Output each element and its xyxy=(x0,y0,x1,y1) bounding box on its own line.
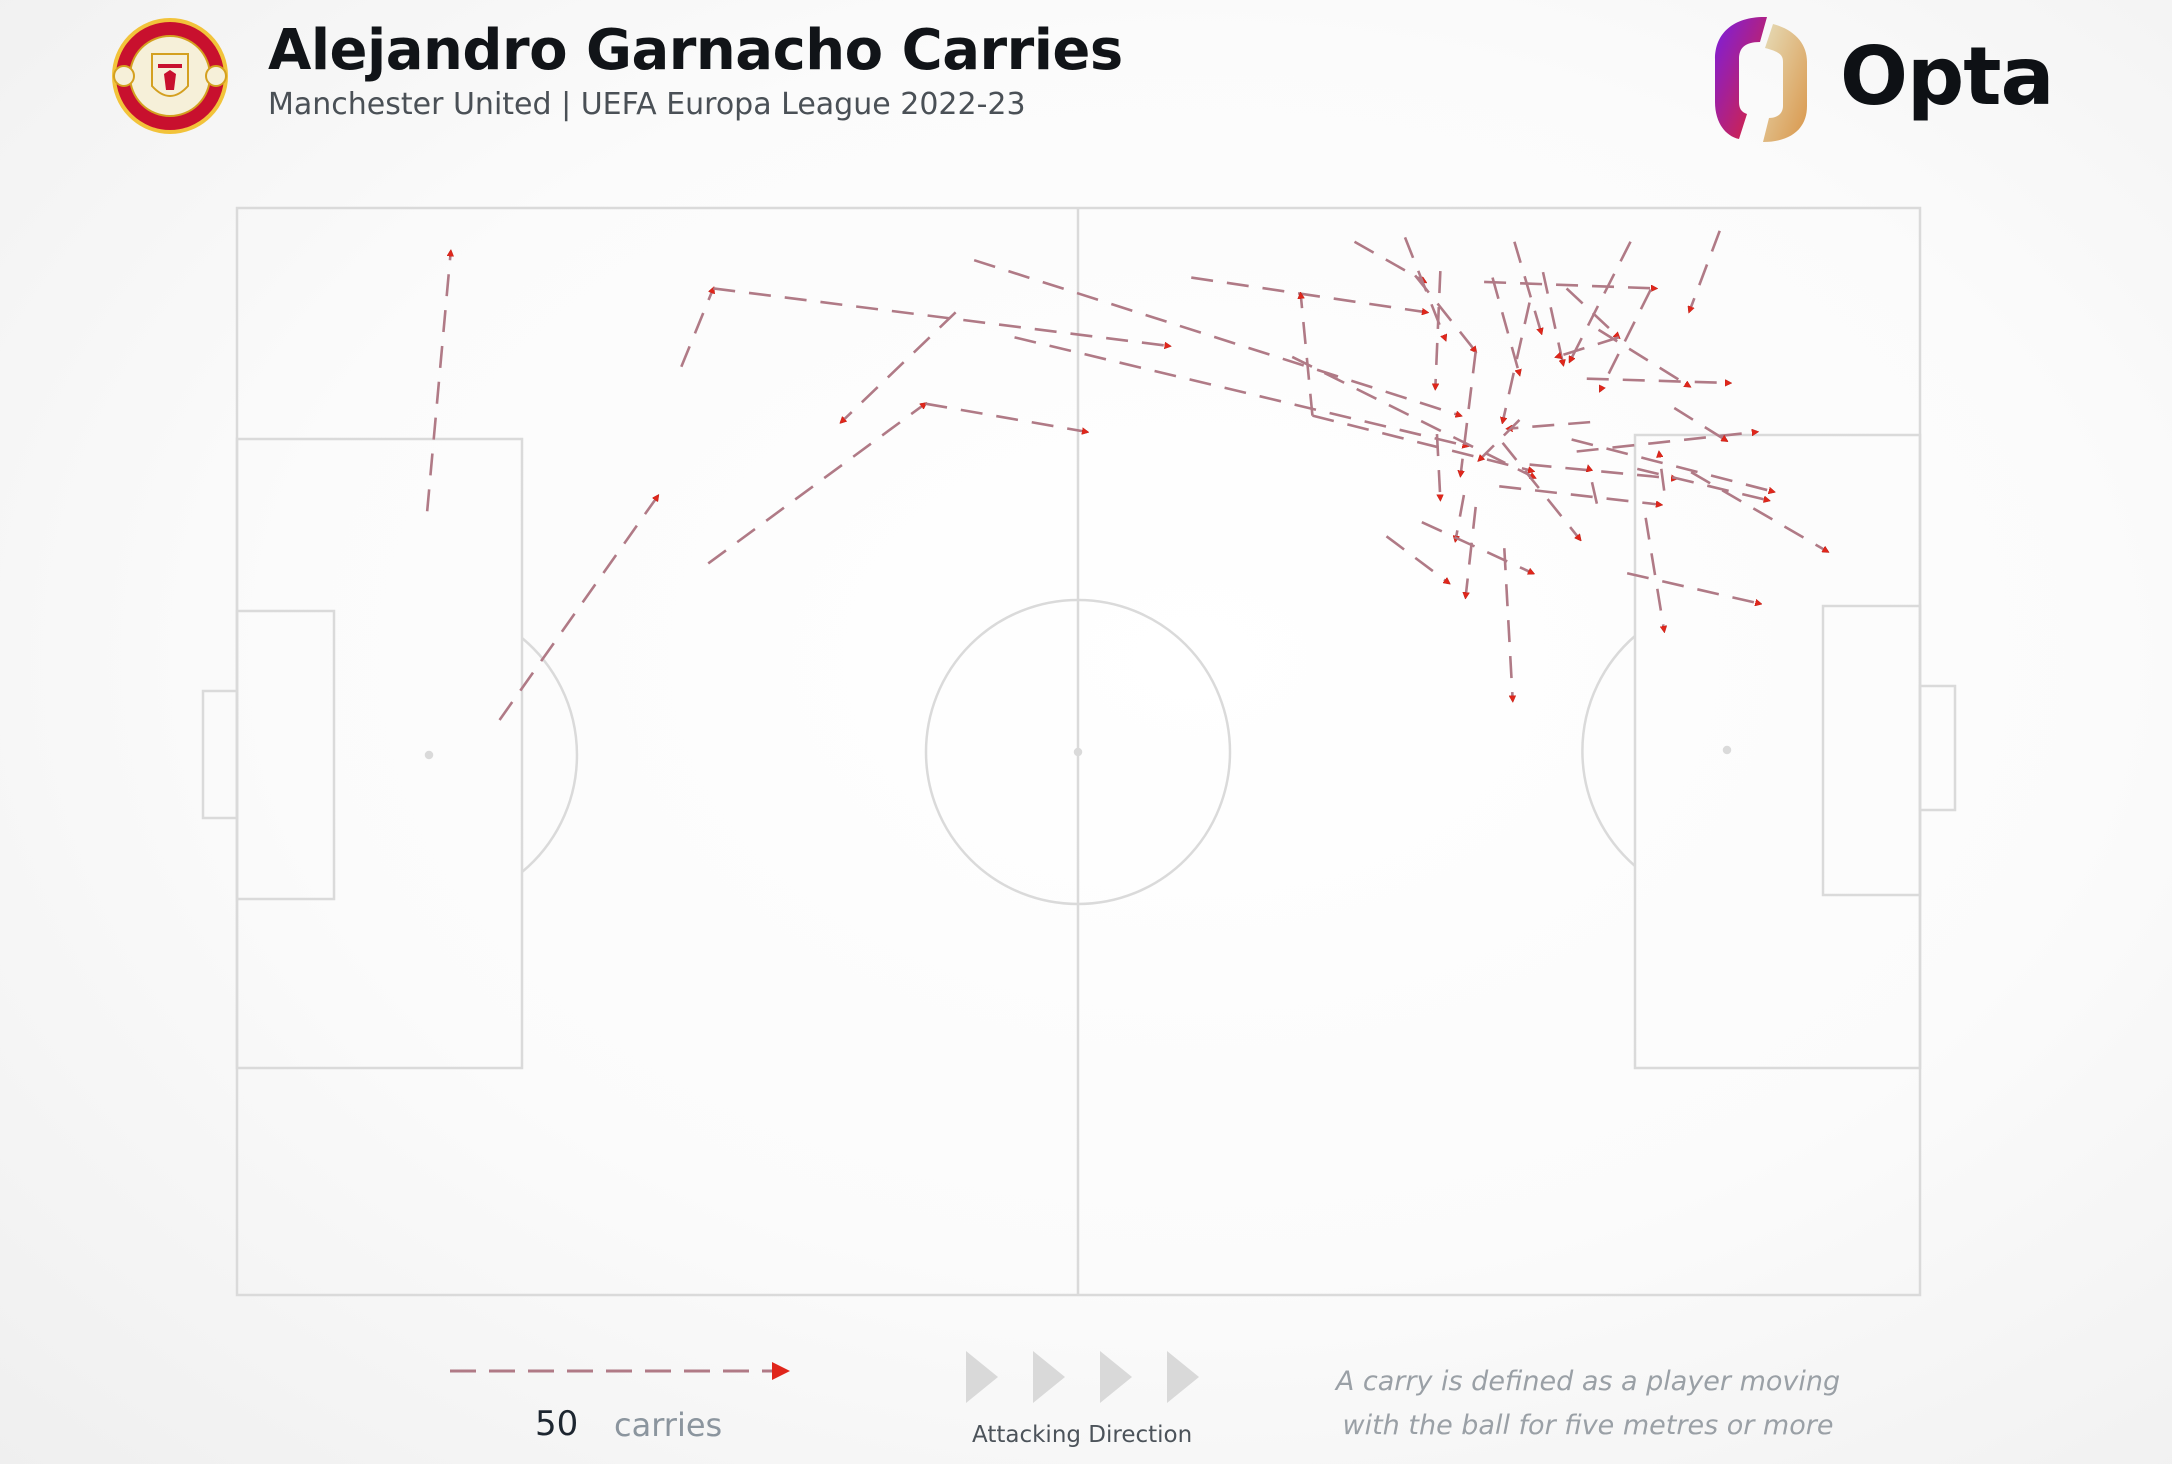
chart-subtitle: Manchester United | UEFA Europa League 2… xyxy=(268,87,1026,122)
center-circle xyxy=(924,598,1232,906)
carry-arrow xyxy=(1491,277,1520,375)
carry-arrow xyxy=(713,287,1169,346)
carry-arrow xyxy=(1529,463,1676,479)
carry-arrow xyxy=(1435,270,1442,388)
chart-title: Alejandro Garnacho Carries xyxy=(268,18,1123,83)
carry-arrow xyxy=(1513,241,1541,333)
opta-logo: Opta xyxy=(1705,14,2054,144)
carry-arrow xyxy=(1191,276,1427,313)
carry-arrow xyxy=(1565,287,1619,337)
carries-layer xyxy=(425,230,1827,721)
carry-arrow xyxy=(1484,280,1656,289)
carry-arrow xyxy=(1014,336,1468,446)
carry-arrow xyxy=(1414,274,1476,351)
carry-arrow xyxy=(680,288,713,368)
carry-arrow xyxy=(1499,484,1661,504)
center-spot xyxy=(1073,747,1083,757)
right-penalty-spot xyxy=(1722,745,1732,755)
carry-arrow xyxy=(1455,494,1466,541)
carry-arrow xyxy=(1312,414,1532,471)
carry-arrow xyxy=(1385,535,1448,583)
left-goal xyxy=(201,689,239,820)
carry-arrow xyxy=(1353,240,1426,282)
carry-arrow xyxy=(1479,419,1521,460)
carry-arrow xyxy=(1597,328,1690,387)
opta-mark-icon xyxy=(1715,16,1807,142)
carry-arrow xyxy=(841,311,957,422)
left-penalty-area xyxy=(235,437,524,1070)
carry-arrow xyxy=(1586,377,1730,383)
carry-arrow xyxy=(1508,420,1591,429)
carry-definition-note: A carry is defined as a player moving wi… xyxy=(1318,1360,1858,1448)
carry-arrow xyxy=(973,258,1460,415)
pitch-lines xyxy=(201,206,1957,1297)
title-block: Alejandro Garnacho Carries Manchester Un… xyxy=(268,16,1123,124)
carry-arrow xyxy=(1501,441,1580,540)
legend-carry-arrow-icon xyxy=(450,1362,790,1380)
right-goal xyxy=(1918,684,1957,812)
left-six-yard-box xyxy=(235,609,336,901)
carry-arrow xyxy=(1636,467,1768,501)
carry-arrow xyxy=(1461,351,1477,475)
carry-arrow xyxy=(1689,230,1721,311)
carry-arrow xyxy=(1503,548,1512,700)
carry-arrow xyxy=(1291,355,1534,479)
carry-arrow xyxy=(1659,453,1666,491)
carry-arrow xyxy=(1435,434,1440,499)
carry-arrow xyxy=(1301,294,1314,416)
carry-arrow xyxy=(498,496,658,721)
right-penalty-area xyxy=(1633,433,1922,1070)
carry-arrow xyxy=(1556,336,1620,357)
carry-arrow xyxy=(1541,271,1563,364)
carry-arrow xyxy=(1626,571,1760,603)
carry-arrow xyxy=(1588,467,1599,504)
carry-count: 50 xyxy=(535,1404,579,1444)
carry-arrow xyxy=(1503,302,1531,423)
carry-arrow xyxy=(425,251,451,512)
carry-arrow xyxy=(1644,517,1665,631)
right-six-yard-box xyxy=(1821,604,1922,897)
attacking-direction-chevrons-icon xyxy=(966,1351,1199,1403)
opta-wordmark: Opta xyxy=(1840,30,2054,123)
carry-count-label: carries xyxy=(614,1406,723,1444)
carry-arrow xyxy=(925,402,1087,432)
definition-line-2: with the ball for five metres or more xyxy=(1342,1410,1834,1441)
left-penalty-spot xyxy=(424,750,434,760)
right-penalty-arc xyxy=(1581,635,1636,867)
manchester-united-crest-icon xyxy=(112,18,228,134)
carry-arrow xyxy=(1571,438,1774,492)
carry-arrow xyxy=(1673,406,1726,441)
definition-line-1: A carry is defined as a player moving xyxy=(1335,1366,1841,1397)
carry-arrow xyxy=(1690,471,1827,551)
attacking-direction-label: Attacking Direction xyxy=(972,1422,1193,1448)
left-penalty-arc xyxy=(521,637,579,873)
carry-arrow xyxy=(1466,506,1477,597)
carry-arrow xyxy=(1599,288,1652,391)
carry-arrow xyxy=(1421,520,1533,573)
carry-arrow xyxy=(707,404,925,565)
carry-arrow xyxy=(1570,241,1632,362)
